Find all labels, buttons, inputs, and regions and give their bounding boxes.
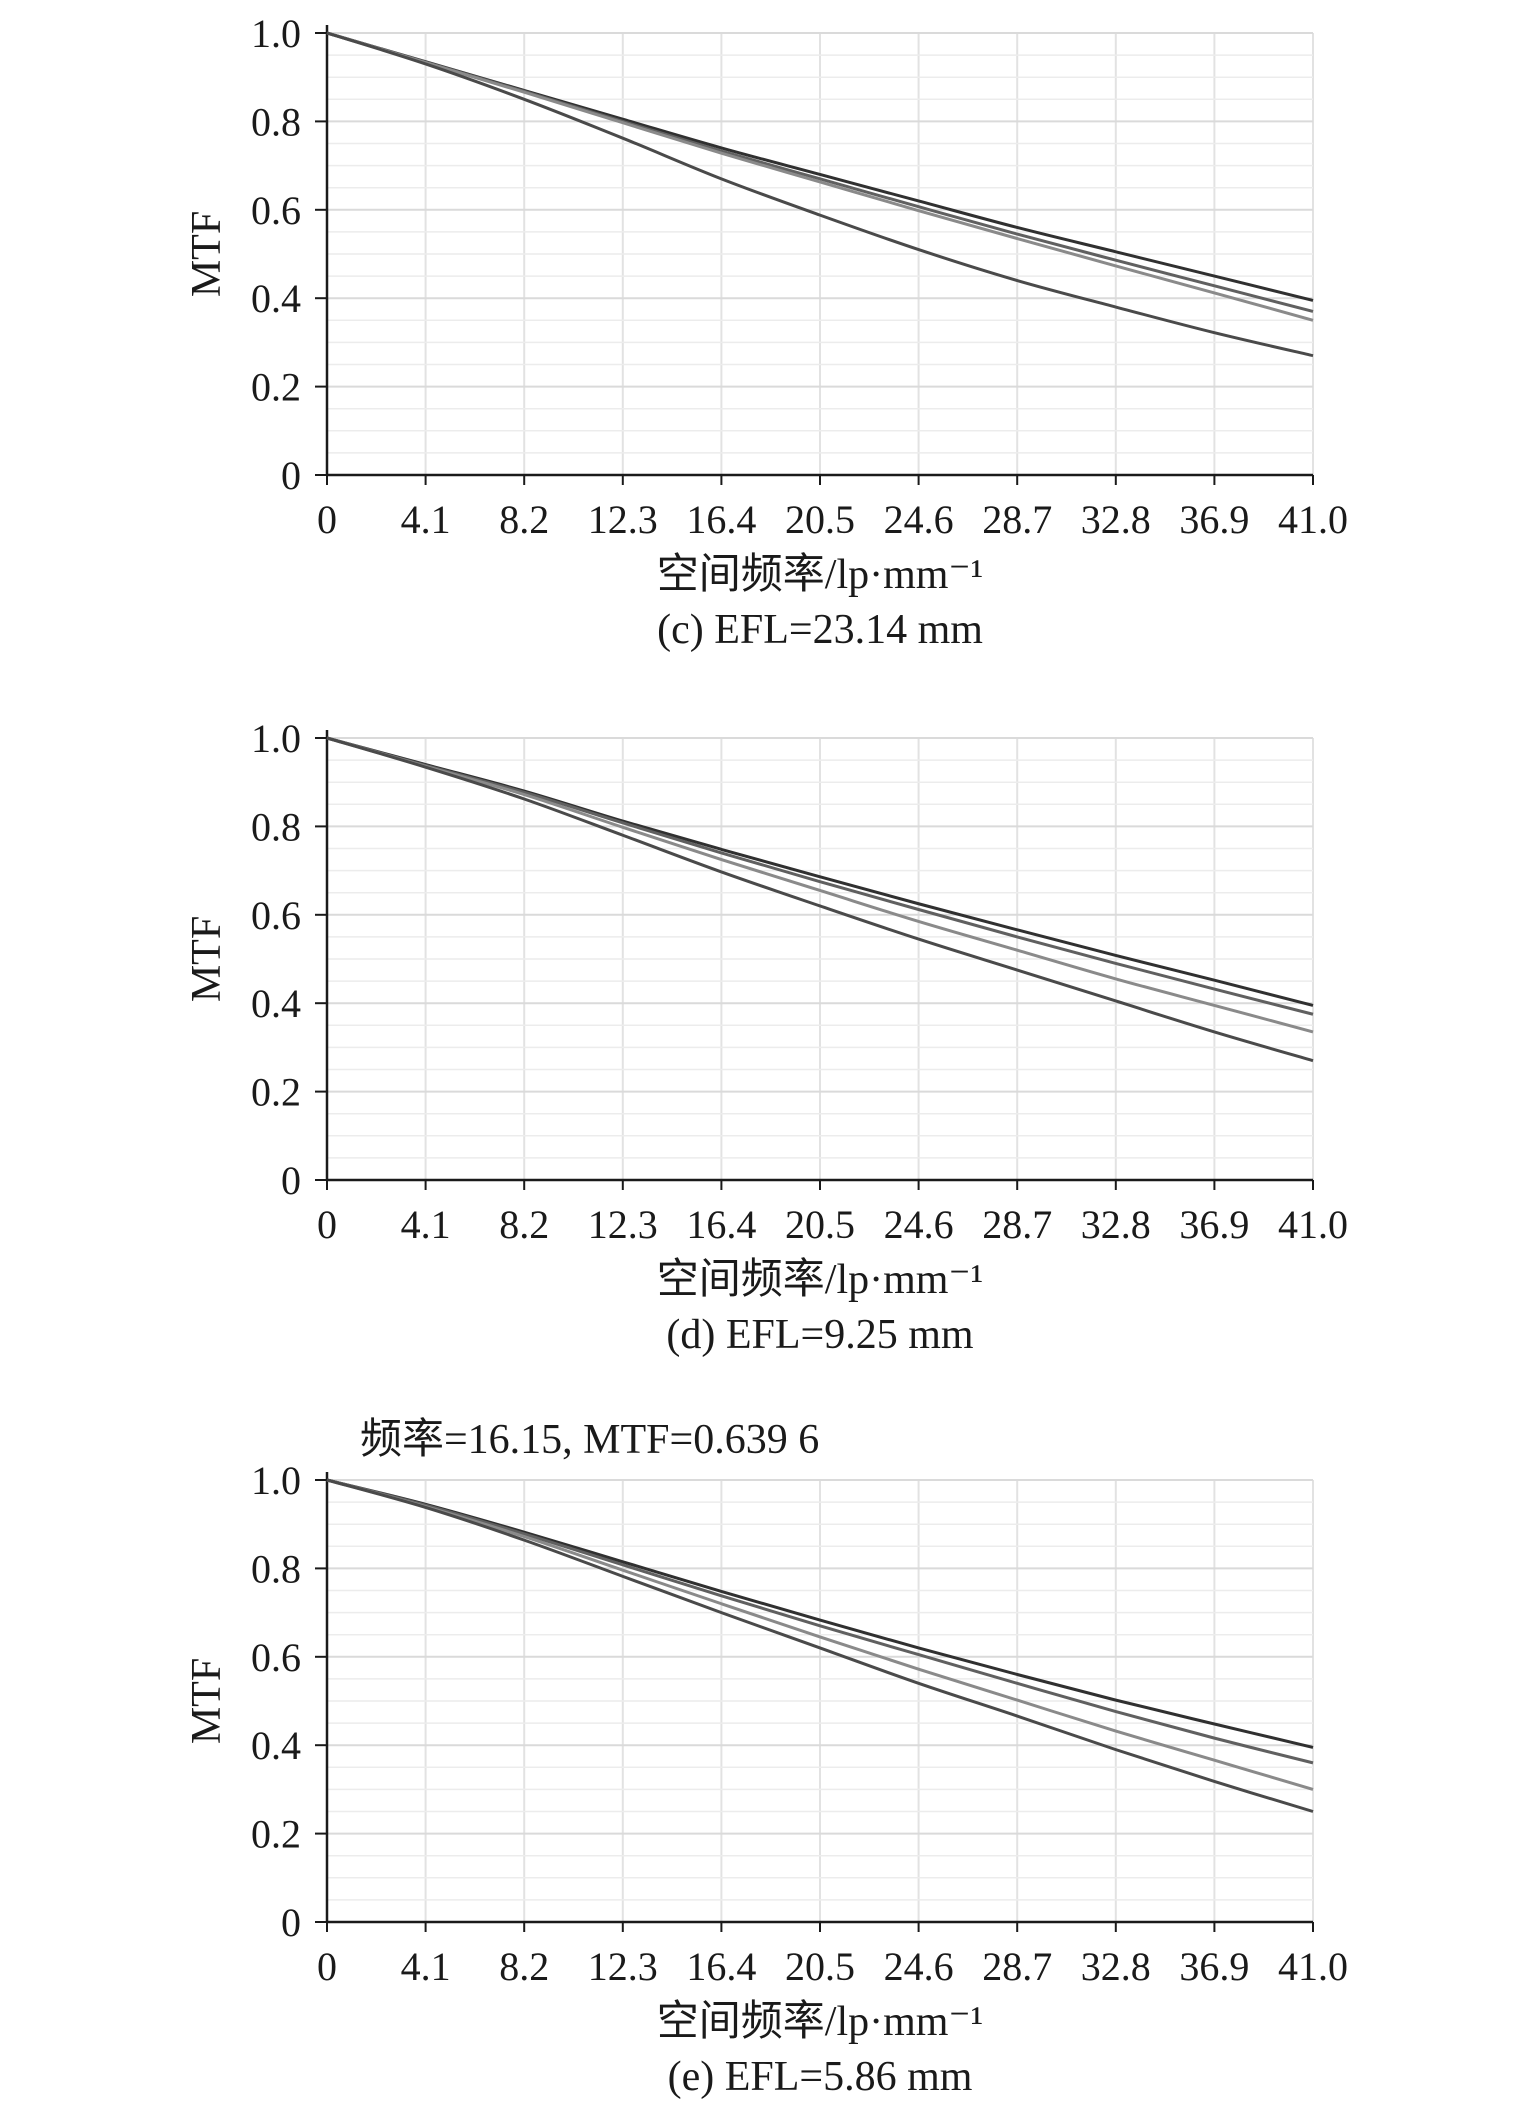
y-tick-label: 0.6 bbox=[251, 1635, 301, 1680]
x-tick-label: 0 bbox=[317, 1944, 337, 1989]
x-tick-label: 20.5 bbox=[785, 1944, 855, 1989]
x-tick-label: 0 bbox=[317, 1202, 337, 1247]
series-line-1 bbox=[326, 1478, 1314, 1765]
x-tick-label: 24.6 bbox=[884, 1944, 954, 1989]
x-tick-label: 36.9 bbox=[1179, 1202, 1249, 1247]
y-axis-label: MTF bbox=[184, 916, 230, 1002]
y-tick-label: 0.4 bbox=[251, 1723, 301, 1768]
y-tick-label: 1.0 bbox=[251, 1458, 301, 1503]
y-tick-label: 0.2 bbox=[251, 1070, 301, 1115]
y-tick-label: 0.4 bbox=[251, 981, 301, 1026]
x-tick-label: 8.2 bbox=[499, 1202, 549, 1247]
grid bbox=[327, 32, 1314, 475]
series-line-3 bbox=[326, 1478, 1314, 1813]
x-axis-label: 空间频率/lp·mm⁻¹ bbox=[657, 1998, 983, 2045]
x-tick-label: 41.0 bbox=[1278, 1944, 1348, 1989]
series-line-2 bbox=[326, 1478, 1314, 1791]
x-tick-label: 4.1 bbox=[401, 1944, 451, 1989]
x-tick-label: 32.8 bbox=[1081, 497, 1151, 542]
y-tick-label: 0 bbox=[281, 1158, 301, 1203]
x-tick-label: 12.3 bbox=[588, 1944, 658, 1989]
x-tick-label: 4.1 bbox=[401, 1202, 451, 1247]
y-tick-label: 0.4 bbox=[251, 276, 301, 321]
x-tick-label: 41.0 bbox=[1278, 497, 1348, 542]
x-tick-label: 32.8 bbox=[1081, 1944, 1151, 1989]
y-tick-label: 0 bbox=[281, 1900, 301, 1945]
chart-panel-0: 0 4.1 8.2 12.3 16.4 20.5 24.6 28.7 32.8 36.9 41.0 0… bbox=[184, 11, 1348, 653]
grid bbox=[327, 737, 1314, 1180]
x-tick-label: 24.6 bbox=[884, 1202, 954, 1247]
y-tick-label: 0.8 bbox=[251, 804, 301, 849]
x-tick-label: 12.3 bbox=[588, 1202, 658, 1247]
chart-panel-2: 0 4.1 8.2 12.3 16.4 20.5 24.6 28.7 32.8 36.9 41.0 0… bbox=[184, 1416, 1348, 2100]
x-tick-label: 20.5 bbox=[785, 1202, 855, 1247]
y-axis-label: MTF bbox=[184, 1658, 230, 1744]
chart-panel-1: 0 4.1 8.2 12.3 16.4 20.5 24.6 28.7 32.8 36.9 41.0 0… bbox=[184, 716, 1348, 1358]
grid bbox=[327, 1479, 1314, 1922]
mtf-annotation: 频率=16.15, MTF=0.639 6 bbox=[360, 1416, 819, 1463]
x-tick-label: 32.8 bbox=[1081, 1202, 1151, 1247]
x-tick-label: 36.9 bbox=[1179, 1944, 1249, 1989]
series-line-3 bbox=[326, 736, 1314, 1063]
series-line-2 bbox=[326, 31, 1314, 322]
series-line-3 bbox=[326, 31, 1314, 358]
chart-caption: (c) EFL=23.14 mm bbox=[657, 607, 983, 653]
y-tick-label: 0.2 bbox=[251, 1812, 301, 1857]
y-tick-label: 0.6 bbox=[251, 188, 301, 233]
series-line-2 bbox=[326, 736, 1314, 1034]
x-tick-label: 8.2 bbox=[499, 1944, 549, 1989]
y-tick-label: 1.0 bbox=[251, 11, 301, 56]
y-tick-label: 0 bbox=[281, 453, 301, 498]
x-tick-label: 16.4 bbox=[686, 497, 756, 542]
y-tick-label: 1.0 bbox=[251, 716, 301, 761]
x-tick-label: 28.7 bbox=[982, 1944, 1052, 1989]
chart-caption: (d) EFL=9.25 mm bbox=[666, 1312, 973, 1358]
y-axis-label: MTF bbox=[184, 211, 230, 297]
x-tick-label: 12.3 bbox=[588, 497, 658, 542]
y-tick-label: 0.6 bbox=[251, 893, 301, 938]
x-tick-label: 24.6 bbox=[884, 497, 954, 542]
x-tick-label: 20.5 bbox=[785, 497, 855, 542]
x-tick-label: 28.7 bbox=[982, 1202, 1052, 1247]
x-tick-label: 4.1 bbox=[401, 497, 451, 542]
x-tick-label: 36.9 bbox=[1179, 497, 1249, 542]
x-tick-label: 16.4 bbox=[686, 1202, 756, 1247]
x-axis-label: 空间频率/lp·mm⁻¹ bbox=[657, 1256, 983, 1303]
x-tick-label: 8.2 bbox=[499, 497, 549, 542]
y-tick-label: 0.8 bbox=[251, 99, 301, 144]
chart-caption: (e) EFL=5.86 mm bbox=[668, 2054, 973, 2100]
x-tick-label: 28.7 bbox=[982, 497, 1052, 542]
y-tick-label: 0.8 bbox=[251, 1546, 301, 1591]
series-line-1 bbox=[326, 736, 1314, 1016]
x-tick-label: 16.4 bbox=[686, 1944, 756, 1989]
x-axis-label: 空间频率/lp·mm⁻¹ bbox=[657, 551, 983, 598]
x-tick-label: 0 bbox=[317, 497, 337, 542]
y-tick-label: 0.2 bbox=[251, 365, 301, 410]
x-tick-label: 41.0 bbox=[1278, 1202, 1348, 1247]
